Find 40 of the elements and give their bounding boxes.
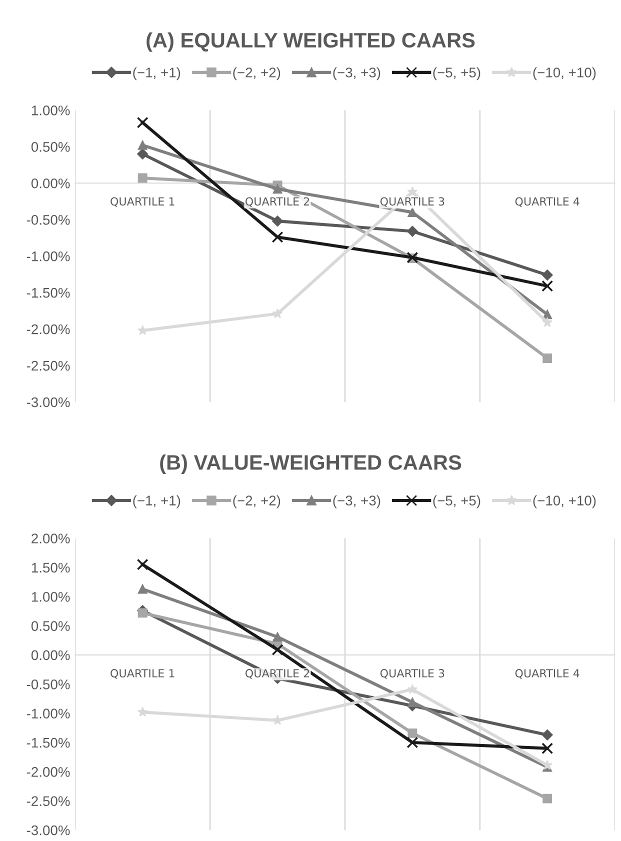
y-tick-label: 0.50% — [31, 621, 70, 631]
legend-label: (−3, +3) — [333, 495, 380, 508]
x-tick-label: QUARTILE 1 — [110, 669, 174, 679]
legend-label: (−10, +10) — [533, 67, 596, 80]
legend-label: (−5, +5) — [433, 67, 480, 80]
y-tick-label: -1.00% — [26, 708, 70, 719]
x-tick-label: QUARTILE 2 — [245, 197, 310, 207]
y-tick-label: 0.00% — [31, 650, 70, 660]
legend-label: (−2, +2) — [233, 495, 280, 508]
y-tick-label: -3.00% — [26, 397, 70, 408]
x-tick-label: QUARTILE 4 — [515, 669, 580, 679]
y-tick-label: -0.50% — [26, 214, 70, 225]
legend-label: (−10, +10) — [533, 495, 596, 508]
y-tick-label: 1.00% — [32, 592, 70, 602]
chart-title: (B) VALUE-WEIGHTED CAARS — [160, 454, 462, 474]
y-tick-label: 1.50% — [32, 562, 70, 573]
legend-label: (−3, +3) — [333, 67, 380, 80]
x-tick-label: QUARTILE 1 — [110, 197, 174, 207]
legend-label: (−5, +5) — [433, 495, 480, 508]
y-tick-label: 2.00% — [32, 534, 70, 544]
y-tick-label: -3.00% — [26, 825, 70, 836]
y-tick-label: -2.50% — [26, 360, 70, 371]
y-tick-label: 0.00% — [31, 178, 70, 188]
legend-label: (−1, +1) — [133, 67, 180, 80]
y-tick-label: -1.00% — [26, 251, 70, 262]
y-tick-label: -1.50% — [26, 288, 70, 298]
x-tick-label: QUARTILE 3 — [380, 197, 444, 207]
x-tick-label: QUARTILE 3 — [380, 669, 444, 679]
legend-label: (−2, +2) — [233, 67, 280, 80]
chart-title: (A) EQUALLY WEIGHTED CAARS — [146, 32, 475, 52]
y-tick-label: -1.50% — [26, 738, 70, 748]
y-tick-label: 0.50% — [31, 142, 70, 152]
legend-label: (−1, +1) — [133, 495, 180, 508]
y-tick-label: -0.50% — [26, 679, 70, 690]
x-tick-label: QUARTILE 4 — [515, 197, 580, 207]
y-tick-label: -2.00% — [26, 767, 70, 777]
y-tick-label: 1.00% — [32, 106, 70, 116]
x-tick-label: QUARTILE 2 — [245, 669, 310, 679]
y-tick-label: -2.50% — [26, 796, 70, 806]
y-tick-label: -2.00% — [26, 324, 70, 334]
